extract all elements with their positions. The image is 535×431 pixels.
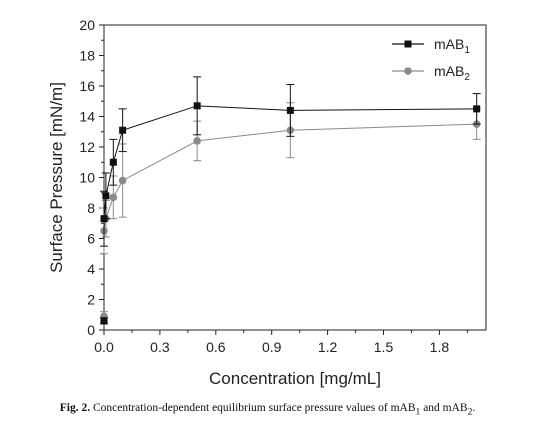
x-tick-label: 1.8 bbox=[430, 339, 450, 355]
caption-label: Fig. 2. bbox=[59, 402, 91, 414]
y-tick-label: 8 bbox=[87, 200, 95, 216]
legend-label-subscript: 2 bbox=[464, 72, 470, 83]
caption-text-middle: and mAB bbox=[420, 402, 468, 414]
caption-sub2: 2 bbox=[467, 406, 473, 418]
legend-marker bbox=[404, 67, 412, 75]
x-axis-label: Concentration [mg/mL] bbox=[209, 369, 381, 388]
data-point bbox=[109, 158, 117, 166]
data-point bbox=[286, 106, 294, 114]
y-tick-label: 12 bbox=[79, 139, 95, 155]
data-point bbox=[109, 193, 118, 202]
data-point bbox=[193, 102, 201, 110]
y-tick-label: 20 bbox=[79, 17, 95, 33]
caption-sub1: 1 bbox=[415, 406, 421, 418]
data-point bbox=[119, 126, 127, 134]
y-tick-label: 4 bbox=[87, 261, 95, 277]
y-tick-label: 16 bbox=[79, 78, 95, 94]
caption-text-before: Concentration-dependent equilibrium surf… bbox=[90, 402, 416, 414]
legend-marker bbox=[404, 40, 412, 48]
plot-frame bbox=[103, 24, 487, 331]
x-tick-label: 0.3 bbox=[150, 339, 170, 355]
data-point bbox=[473, 105, 481, 113]
x-tick-label: 0.0 bbox=[94, 339, 114, 355]
y-tick-label: 18 bbox=[79, 48, 95, 64]
data-point bbox=[193, 137, 201, 145]
y-axis-label: Surface Pressure [mN/m] bbox=[47, 82, 66, 273]
legend-label: mAB2 bbox=[434, 63, 470, 83]
y-tick-label: 14 bbox=[79, 109, 95, 125]
data-point bbox=[100, 317, 108, 325]
y-tick-label: 10 bbox=[79, 170, 95, 186]
data-point bbox=[118, 176, 127, 185]
legend-entry-1: mAB1 bbox=[392, 36, 470, 56]
x-tick-label: 0.9 bbox=[262, 339, 282, 355]
data-point bbox=[100, 215, 108, 223]
x-tick-label: 1.5 bbox=[374, 339, 394, 355]
series-1 bbox=[100, 76, 481, 325]
caption-text-after: . bbox=[472, 402, 476, 414]
figure-caption: Fig. 2. Concentration-dependent equilibr… bbox=[0, 402, 535, 417]
legend-entry-2: mAB2 bbox=[392, 63, 470, 83]
y-tick-label: 6 bbox=[87, 231, 95, 247]
legend-label-subscript: 1 bbox=[464, 45, 470, 56]
y-tick-label: 2 bbox=[87, 292, 95, 308]
legend-label: mAB1 bbox=[434, 36, 470, 56]
x-tick-label: 1.2 bbox=[318, 339, 338, 355]
y-tick-label: 0 bbox=[87, 322, 95, 338]
data-point bbox=[102, 192, 110, 200]
x-tick-label: 0.6 bbox=[206, 339, 226, 355]
